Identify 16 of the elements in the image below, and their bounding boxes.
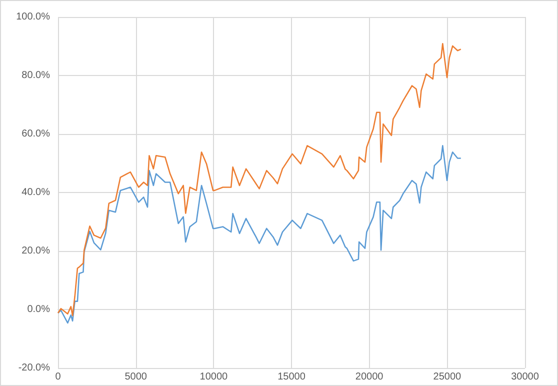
y-tick-label: 80.0%: [22, 70, 50, 81]
y-tick-label: 100.0%: [16, 12, 50, 22]
x-tick-label: 30000: [511, 372, 540, 382]
y-tick-label: -20.0%: [18, 362, 50, 374]
y-tick-label: 20.0%: [22, 246, 50, 256]
x-tick-label: 20000: [355, 372, 384, 382]
y-tick-label: 40.0%: [22, 187, 50, 198]
x-tick-label: 5000: [124, 372, 148, 382]
x-tick-label: 25000: [433, 372, 462, 382]
y-tick-label: 60.0%: [22, 128, 50, 140]
x-tick-label: 15000: [278, 372, 306, 382]
x-tick-label: 10000: [200, 372, 228, 382]
x-tick-label: 0: [55, 372, 62, 382]
line-series: [57, 145, 462, 324]
y-tick-label: 0.0%: [27, 304, 50, 315]
line-series: [57, 42, 462, 316]
